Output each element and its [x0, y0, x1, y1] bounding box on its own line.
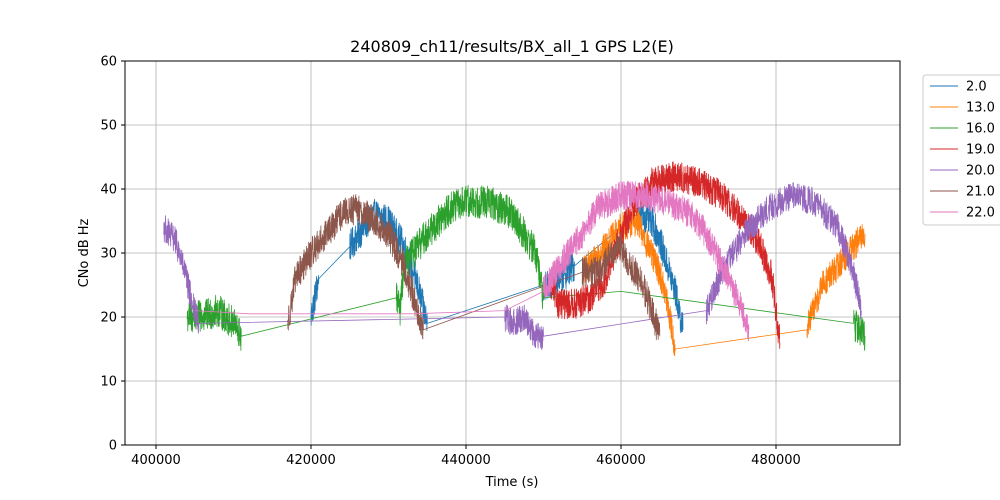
legend-label: 13.0: [966, 101, 995, 116]
legend-label: 2.0: [966, 80, 987, 95]
legend-label: 16.0: [966, 122, 995, 137]
legend-label: 21.0: [966, 185, 995, 200]
series-line-22.0: [194, 180, 750, 342]
grid-lines: [125, 60, 900, 446]
legend-label: 19.0: [966, 143, 995, 158]
x-tick-label: 400000: [131, 453, 181, 468]
x-tick-label: 480000: [751, 453, 801, 468]
chart-title: 240809_ch11/results/BX_all_1 GPS L2(E): [350, 37, 674, 57]
x-axis-label: Time (s): [485, 475, 539, 490]
legend-label: 20.0: [966, 164, 995, 179]
y-tick-label: 60: [100, 55, 117, 70]
x-tick-label: 440000: [441, 453, 491, 468]
y-tick-label: 50: [100, 119, 117, 134]
x-tick-label: 460000: [596, 453, 646, 468]
axis-ticks: 400000 420000 440000 460000 480000 0 10 20 30 40 5…: [100, 55, 800, 469]
y-tick-label: 40: [100, 183, 117, 198]
plot-series: [163, 161, 866, 356]
y-tick-label: 10: [100, 375, 117, 390]
legend: 2.0 13.0 16.0 19.0 20.0 21.0 22.0: [922, 74, 1000, 226]
series-line-20.0: [163, 182, 862, 350]
y-axis-label: CNo dB Hz: [77, 218, 92, 287]
y-tick-label: 0: [109, 439, 117, 454]
legend-label: 22.0: [966, 206, 995, 221]
series-line-16.0: [186, 184, 866, 351]
legend-frame: [922, 74, 1000, 226]
x-tick-label: 420000: [286, 453, 336, 468]
y-tick-label: 20: [100, 311, 117, 326]
series-line-21.0: [287, 194, 661, 341]
y-tick-label: 30: [100, 247, 117, 262]
